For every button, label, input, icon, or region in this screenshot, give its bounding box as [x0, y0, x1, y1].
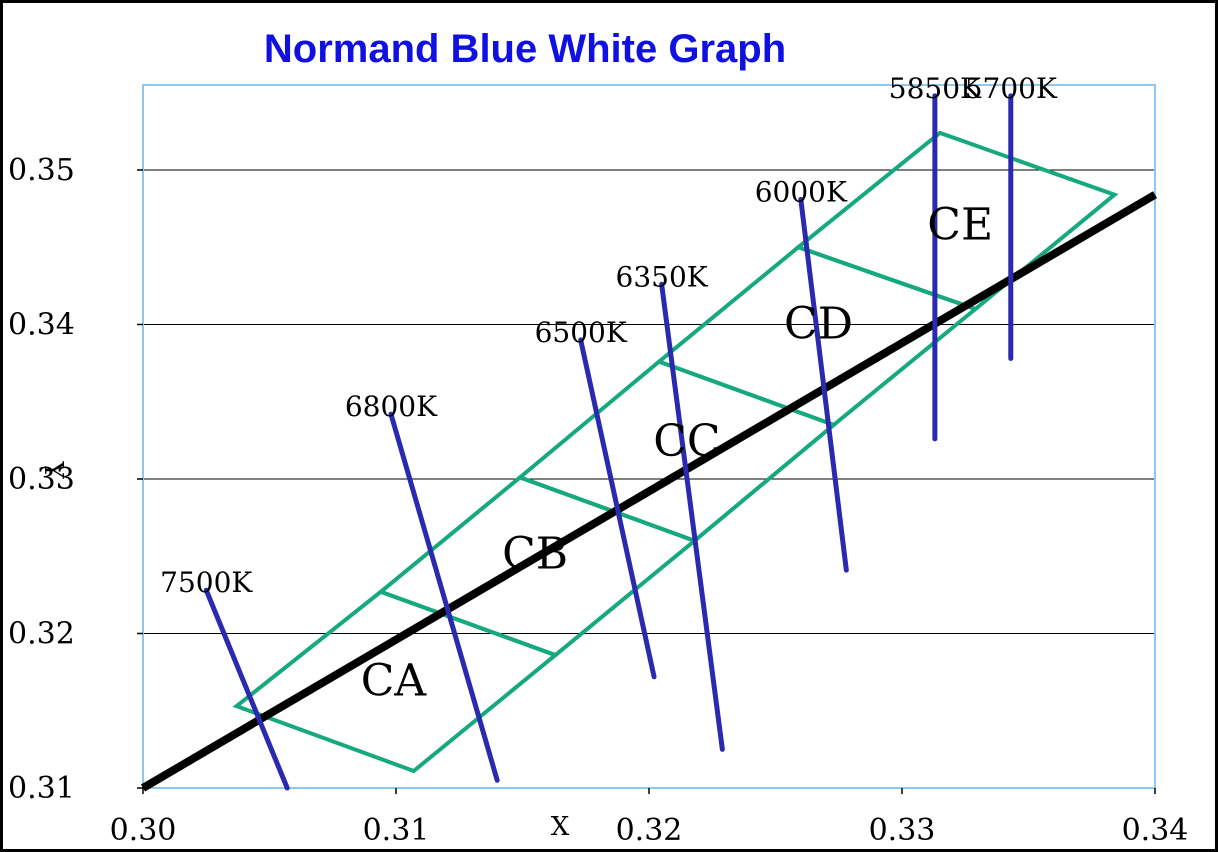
x-tick-label: 0.31: [363, 813, 430, 848]
isotherm-label: 6350K: [616, 260, 709, 293]
ticks: 0.31 0.32 0.33 0.34 0.35 0.30 0.31 0.32 0.33 0.34: [8, 153, 1188, 848]
bin-label: CD: [784, 298, 853, 349]
bin-label: CA: [361, 655, 428, 706]
x-tick-label: 0.34: [1122, 813, 1189, 848]
isotherm-label: 7500K: [160, 566, 253, 599]
isotherm-line: [388, 411, 500, 783]
bins: [232, 130, 1119, 774]
bin-label: CB: [502, 529, 568, 580]
y-tick-label: 0.35: [8, 153, 75, 188]
bin-ce-region: [794, 130, 1119, 312]
isotherms: [203, 93, 1014, 791]
y-tick-label: 0.34: [8, 307, 75, 342]
y-axis-label: Y: [38, 460, 68, 479]
labels: CA CB CC CD CE 7500K 6800K 6500K 6350K 6000K 5850K…: [160, 72, 1058, 706]
blackbody-locus: [140, 191, 1158, 792]
x-axis-label: X: [551, 812, 570, 842]
isotherm-label: 6000K: [755, 175, 848, 208]
isotherm-label: 5700K: [965, 72, 1058, 105]
isotherm-label: 5850K: [889, 72, 982, 105]
x-tick-label: 0.30: [110, 813, 177, 848]
isotherm-line: [798, 196, 849, 573]
chart-title: Normand Blue White Graph: [264, 27, 786, 71]
isotherm-label: 6500K: [535, 316, 628, 349]
locus-line: [140, 191, 1158, 792]
bin-label: CC: [653, 416, 720, 467]
y-tick-label: 0.32: [8, 616, 75, 651]
x-tick-label: 0.32: [616, 813, 683, 848]
y-tick-label: 0.31: [8, 771, 75, 806]
bin-label: CE: [927, 200, 993, 251]
isotherm-line: [659, 281, 725, 752]
plot-area: [142, 84, 1156, 789]
y-tick-label: 0.33: [8, 462, 75, 497]
isotherm-label: 6800K: [345, 390, 438, 423]
isotherm-line: [578, 337, 657, 680]
isotherm-line: [203, 587, 290, 791]
x-tick-label: 0.33: [869, 813, 936, 848]
